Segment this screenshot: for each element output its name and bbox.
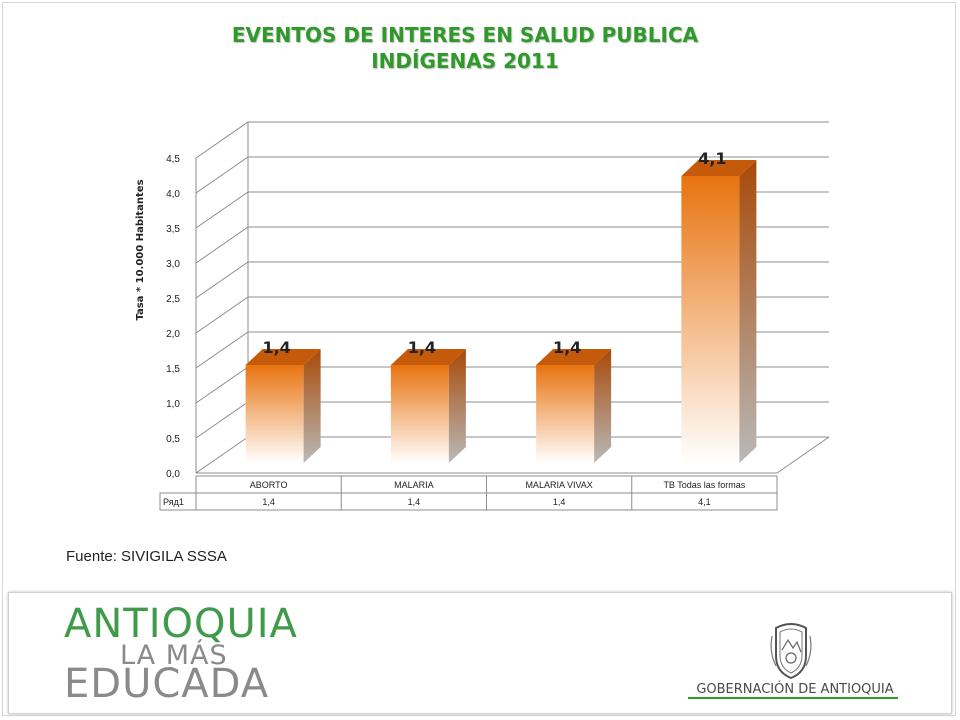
logo-lamas-text: LA MÁS — [120, 640, 228, 671]
logo-educada-text: EDUCADA — [64, 661, 270, 707]
data-label: 1,4 — [553, 338, 581, 357]
gridline — [195, 226, 829, 264]
organization-underline — [688, 697, 898, 699]
gridline — [195, 156, 829, 194]
chart-subtitle: INDÍGENAS 2011 — [371, 49, 559, 73]
y-tick-label: 2,5 — [166, 294, 180, 305]
data-label: 1,4 — [262, 338, 290, 357]
category-label: MALARIA VIVAX — [525, 480, 592, 490]
data-label: 4,1 — [698, 149, 726, 168]
organization-name: GOBERNACIÓN DE ANTIOQUIA — [696, 682, 894, 697]
chart-title: EVENTOS DE INTERES EN SALUD PUBLICA — [231, 23, 699, 47]
y-tick-label: 3,0 — [166, 259, 180, 270]
bar-front — [390, 365, 449, 463]
bar-side — [739, 160, 757, 463]
bar-front — [536, 365, 595, 463]
data-table-value: 4,1 — [698, 497, 711, 507]
gridline — [195, 121, 829, 159]
data-table-value: 1,4 — [262, 497, 275, 507]
logo-antioquia-text: ANTIOQUIA — [64, 601, 298, 647]
bar-top — [245, 349, 321, 365]
bar-top — [536, 349, 612, 365]
coat-of-arms-icon — [770, 623, 812, 680]
source-note: Fuente: SIVIGILA SSSA — [66, 548, 227, 565]
y-tick-label: 4,5 — [166, 154, 180, 165]
gridline — [195, 296, 829, 334]
bar-front — [681, 176, 740, 463]
y-tick-label: 0,5 — [166, 434, 180, 445]
y-tick-label: 2,0 — [166, 329, 180, 340]
data-table-value: 1,4 — [408, 497, 421, 507]
footer-panel — [8, 592, 952, 714]
bar-side — [303, 349, 321, 463]
bar-side — [594, 349, 612, 463]
data-table-series-row — [159, 492, 778, 511]
chart-title-block: EVENTOS DE INTERES EN SALUD PUBLICA INDÍ… — [0, 22, 930, 74]
bar-top — [390, 349, 466, 365]
floor-right-edge — [776, 436, 830, 474]
y-tick-label: 1,0 — [166, 399, 180, 410]
y-tick-label: 1,5 — [166, 364, 180, 375]
y-tick-label: 0,0 — [166, 469, 180, 480]
bar-chart: 0,0 0,5 1,0 1,5 2,0 2,5 3,0 3,5 4,0 4,5 Tasa * 10.… — [135, 121, 830, 511]
bar-side — [448, 349, 466, 463]
gridline — [195, 261, 829, 299]
series-name: Ряд1 — [163, 497, 184, 507]
data-table-value: 1,4 — [553, 497, 566, 507]
y-axis-title: Tasa * 10.000 Habitantes — [135, 179, 146, 320]
bar-top — [681, 160, 757, 176]
bar-front — [245, 365, 304, 463]
y-tick-label: 3,5 — [166, 224, 180, 235]
category-label: TB Todas las formas — [663, 480, 745, 490]
gridline — [195, 191, 829, 229]
category-label: MALARIA — [394, 480, 434, 490]
gridline — [195, 331, 829, 369]
data-label: 1,4 — [408, 338, 436, 357]
category-label: ABORTO — [250, 480, 288, 490]
y-tick-label: 4,0 — [166, 189, 180, 200]
